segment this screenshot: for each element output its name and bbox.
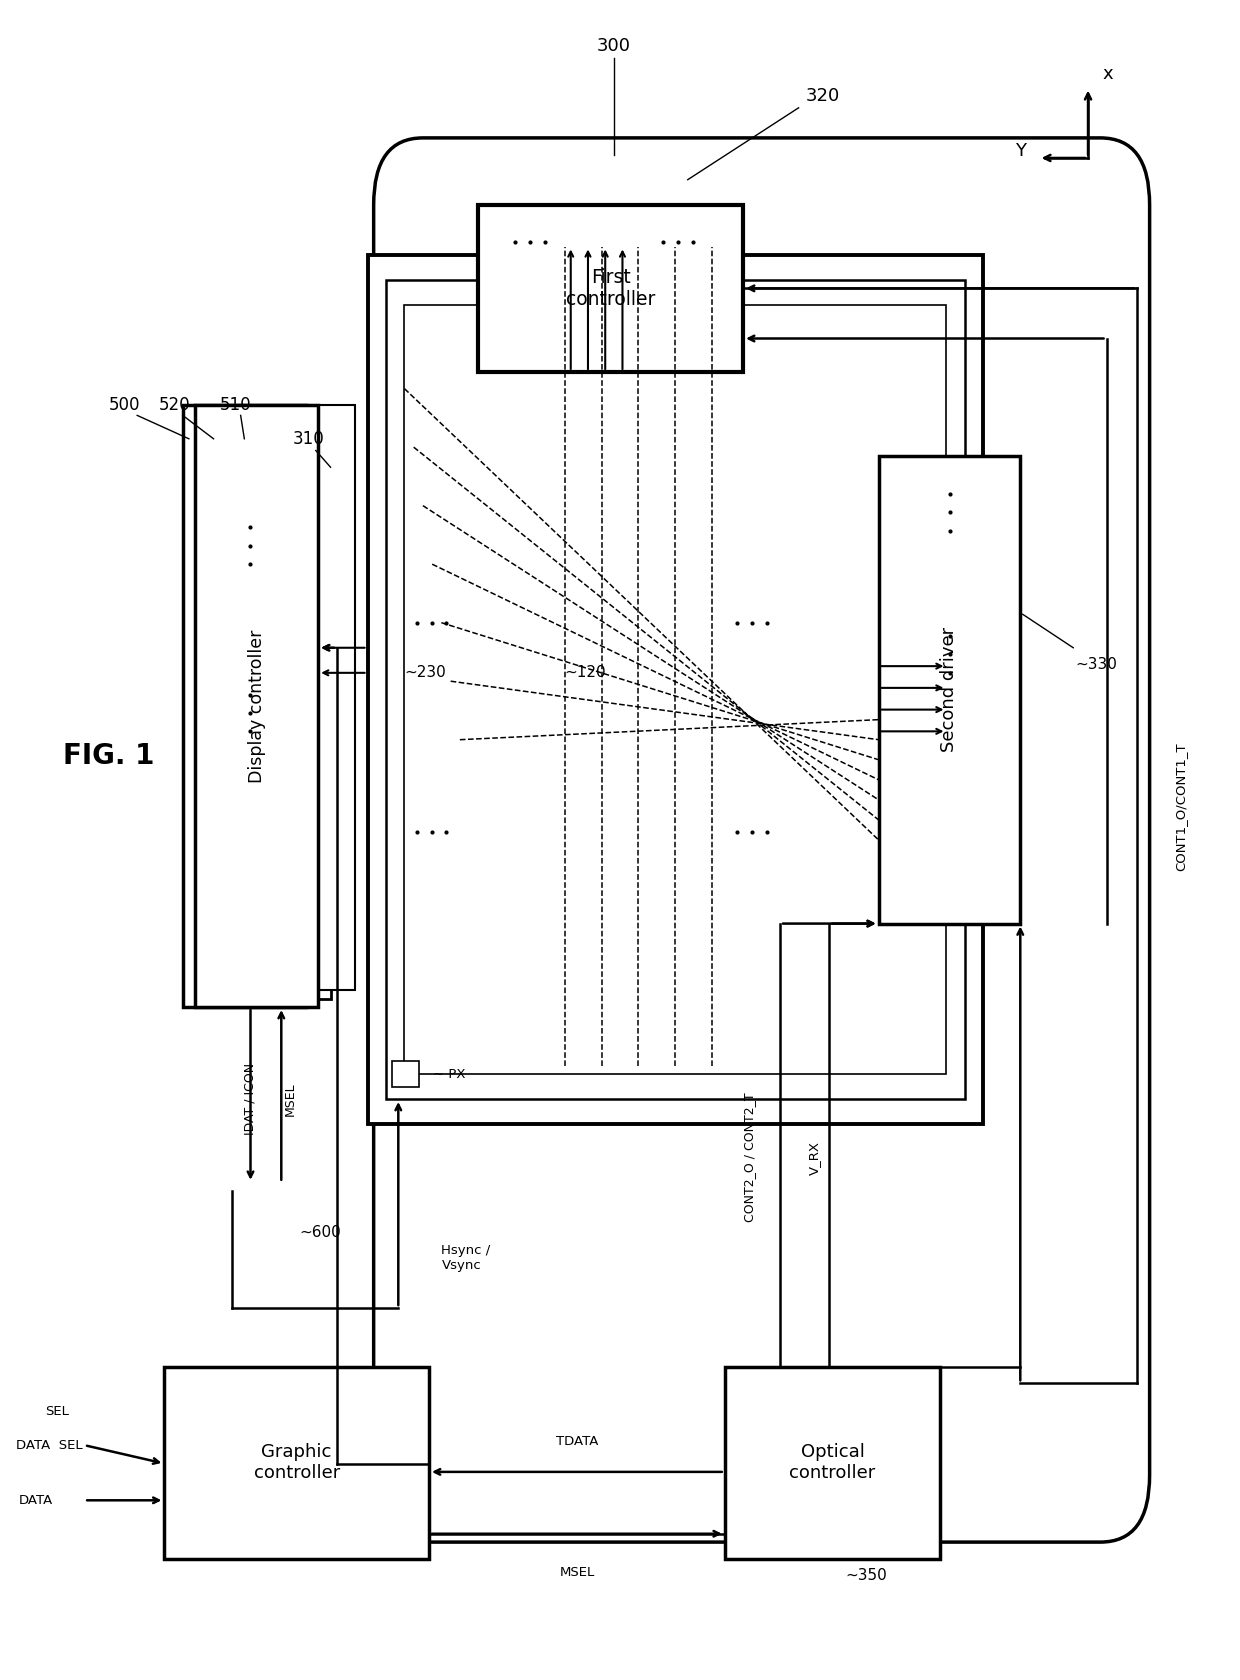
Text: 520: 520 bbox=[159, 396, 190, 415]
Text: SEL: SEL bbox=[45, 1404, 68, 1418]
Text: 320: 320 bbox=[806, 87, 841, 106]
Text: Second driver: Second driver bbox=[940, 627, 959, 753]
Text: Optical
controller: Optical controller bbox=[790, 1443, 875, 1482]
Text: DATA  SEL: DATA SEL bbox=[16, 1438, 83, 1452]
Bar bbox=[182, 405, 306, 1008]
Text: 310: 310 bbox=[293, 430, 325, 449]
Bar bbox=[195, 405, 319, 1008]
Text: Graphic
controller: Graphic controller bbox=[253, 1443, 340, 1482]
Text: V_RX: V_RX bbox=[808, 1141, 821, 1174]
Text: FIG. 1: FIG. 1 bbox=[63, 743, 155, 771]
FancyBboxPatch shape bbox=[373, 138, 1149, 1542]
Text: IDAT / ICON: IDAT / ICON bbox=[244, 1063, 257, 1136]
Text: MSEL: MSEL bbox=[284, 1082, 296, 1116]
Text: First
controller: First controller bbox=[567, 267, 656, 309]
Text: Display controller: Display controller bbox=[248, 630, 265, 783]
Text: ~ PX: ~ PX bbox=[433, 1067, 465, 1080]
Bar bbox=[392, 1060, 419, 1087]
Bar bbox=[724, 1366, 940, 1559]
Text: ~330: ~330 bbox=[1076, 657, 1117, 672]
Text: x: x bbox=[1102, 66, 1114, 84]
Text: Hsync /
Vsync: Hsync / Vsync bbox=[441, 1243, 491, 1272]
Text: MSEL: MSEL bbox=[559, 1566, 594, 1579]
Text: ~230: ~230 bbox=[404, 665, 446, 680]
Text: ~350: ~350 bbox=[846, 1567, 887, 1583]
Text: 500: 500 bbox=[109, 396, 140, 415]
Text: CONT1_O/CONT1_T: CONT1_O/CONT1_T bbox=[1174, 743, 1187, 870]
Bar bbox=[404, 306, 946, 1074]
Bar bbox=[479, 205, 743, 371]
Bar bbox=[367, 255, 983, 1124]
Text: CONT2_O / CONT2_T: CONT2_O / CONT2_T bbox=[743, 1092, 756, 1223]
Bar bbox=[386, 281, 965, 1099]
Text: Y: Y bbox=[1016, 143, 1027, 160]
Text: ~120: ~120 bbox=[564, 665, 606, 680]
Text: DATA: DATA bbox=[19, 1494, 53, 1507]
Text: TDATA: TDATA bbox=[556, 1435, 598, 1448]
Text: 510: 510 bbox=[219, 396, 252, 415]
Bar bbox=[879, 455, 1021, 924]
Bar bbox=[232, 405, 355, 991]
Bar bbox=[164, 1366, 429, 1559]
Text: ~600: ~600 bbox=[300, 1225, 341, 1240]
Bar bbox=[207, 405, 331, 1000]
Text: 300: 300 bbox=[596, 37, 631, 55]
